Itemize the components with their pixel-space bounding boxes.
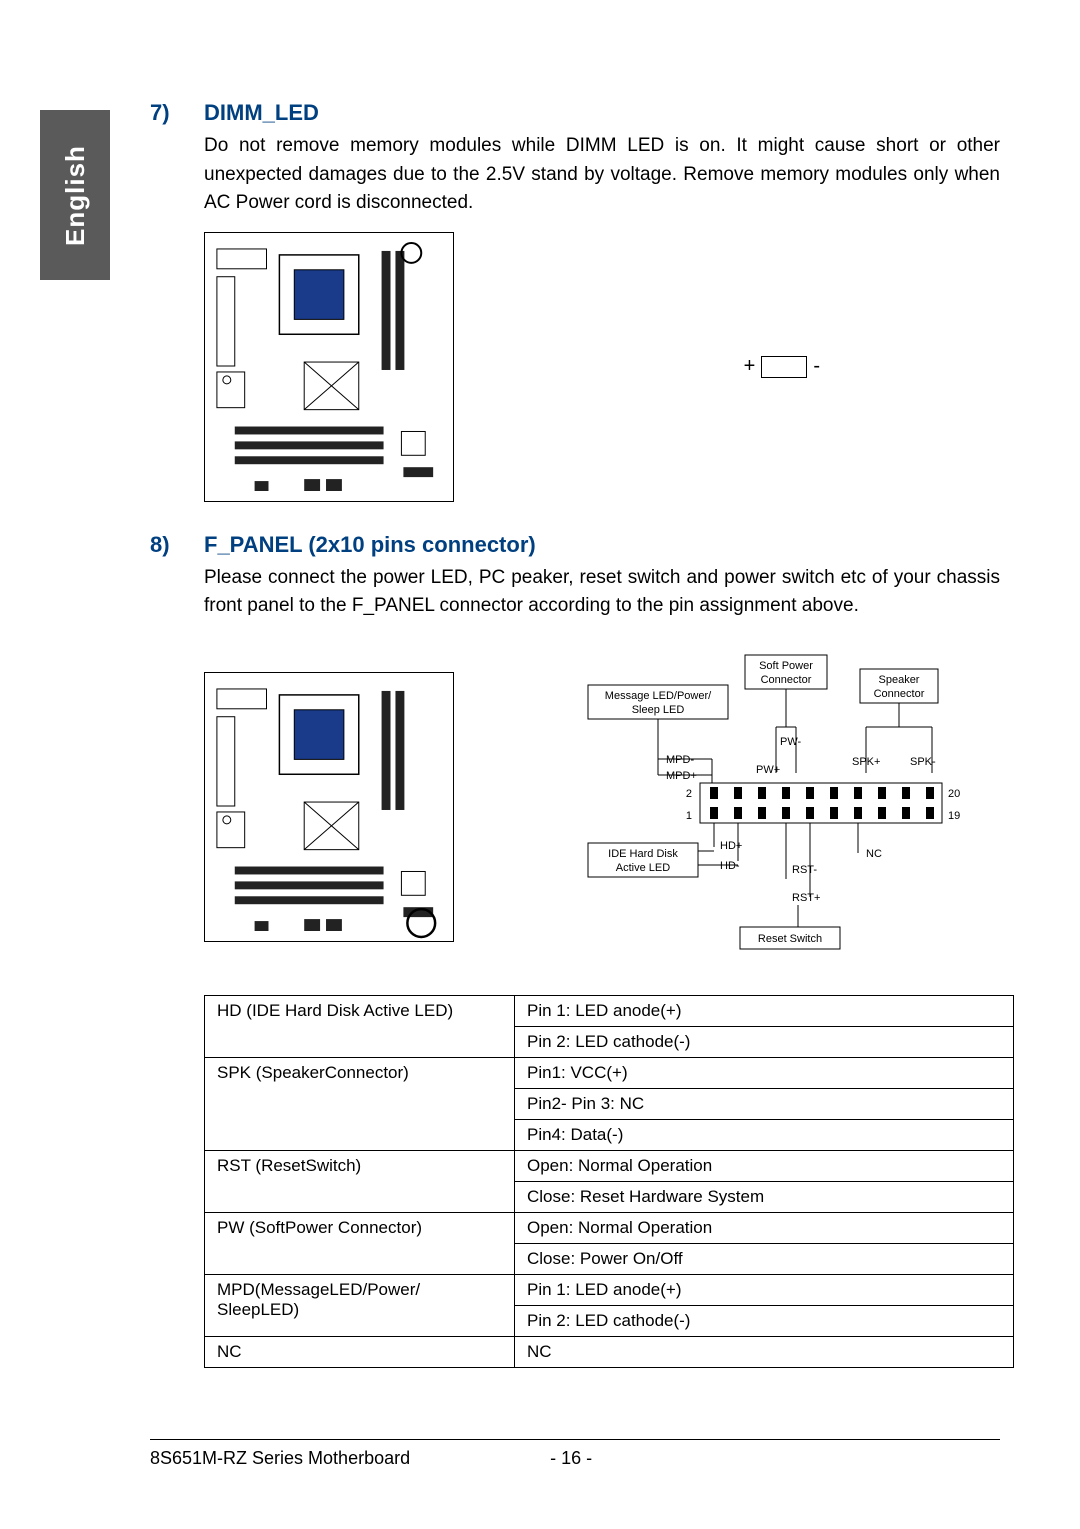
section8-body: Please connect the power LED, PC peaker,… [204,564,1000,621]
table-row-value: Pin 1: LED anode(+) [515,995,1014,1026]
svg-text:Connector: Connector [874,688,925,700]
dimm-led-symbol: + - [744,355,820,378]
table-row-value: Pin2- Pin 3: NC [515,1088,1014,1119]
section8-head: 8) F_PANEL (2x10 pins connector) [150,532,1000,558]
table-row-value: NC [515,1336,1014,1367]
svg-text:Connector: Connector [761,674,812,686]
table-row-value: Close: Reset Hardware System [515,1181,1014,1212]
d-n19: 19 [948,810,960,822]
fpanel-pin-diagram: Soft Power Connector Speaker Connector M… [570,647,1000,967]
table-row-value: Pin 1: LED anode(+) [515,1274,1014,1305]
footer-page: - 16 - [550,1448,592,1469]
section7-number: 7) [150,100,180,126]
table-row-value: Pin1: VCC(+) [515,1057,1014,1088]
d-mpd-minus: MPD- [666,754,694,766]
d-spk-plus: SPK+ [852,756,880,768]
d-pw-minus: PW- [780,736,802,748]
d-mpd-plus: MPD+ [666,770,697,782]
section7-figures: + - [204,232,1000,502]
d-n20: 20 [948,788,960,800]
section7-body: Do not remove memory modules while DIMM … [204,132,1000,218]
d-reset-switch: Reset Switch [758,933,822,945]
table-row-name: SPK (SpeakerConnector) [205,1057,515,1150]
table-row-name: MPD(MessageLED/Power/SleepLED) [205,1274,515,1336]
table-row-name: HD (IDE Hard Disk Active LED) [205,995,515,1057]
d-spk-minus: SPK- [910,756,936,768]
table-row-value: Open: Normal Operation [515,1150,1014,1181]
section7-head: 7) DIMM_LED [150,100,1000,126]
svg-text:Sleep LED: Sleep LED [632,704,685,716]
d-n2: 2 [686,788,692,800]
svg-text:Active LED: Active LED [616,862,670,874]
section8-figures: Soft Power Connector Speaker Connector M… [204,647,1000,967]
d-rst-minus: RST- [792,864,817,876]
table-row-value: Close: Power On/Off [515,1243,1014,1274]
d-hd-plus: HD+ [720,840,742,852]
d-hd-minus: HD- [720,860,740,872]
d-pw-plus: PW+ [756,764,780,776]
section7-title: DIMM_LED [204,100,319,126]
language-label: English [60,145,91,246]
language-tab: English [40,110,110,280]
page-footer: 8S651M-RZ Series Motherboard - 16 - [150,1439,1000,1469]
led-plus: + [744,355,756,378]
led-box [761,356,807,378]
d-msg-led: Message LED/Power/ [605,690,712,702]
footer-title: 8S651M-RZ Series Motherboard [150,1448,410,1469]
d-speaker: Speaker [879,674,920,686]
section8-title: F_PANEL (2x10 pins connector) [204,532,536,558]
table-row-name: RST (ResetSwitch) [205,1150,515,1212]
d-nc: NC [866,848,882,860]
d-ide-led: IDE Hard Disk [608,848,678,860]
motherboard-diagram-1 [204,232,454,502]
table-row-value: Open: Normal Operation [515,1212,1014,1243]
d-rst-plus: RST+ [792,892,820,904]
table-row-value: Pin 2: LED cathode(-) [515,1026,1014,1057]
table-row-name: NC [205,1336,515,1367]
section8-number: 8) [150,532,180,558]
d-soft-power: Soft Power [759,660,813,672]
table-row-value: Pin 2: LED cathode(-) [515,1305,1014,1336]
pin-assignment-table: HD (IDE Hard Disk Active LED)Pin 1: LED … [204,995,1014,1368]
table-row-value: Pin4: Data(-) [515,1119,1014,1150]
led-minus: - [813,355,820,378]
table-row-name: PW (SoftPower Connector) [205,1212,515,1274]
motherboard-diagram-2 [204,672,454,942]
d-n1: 1 [686,810,692,822]
